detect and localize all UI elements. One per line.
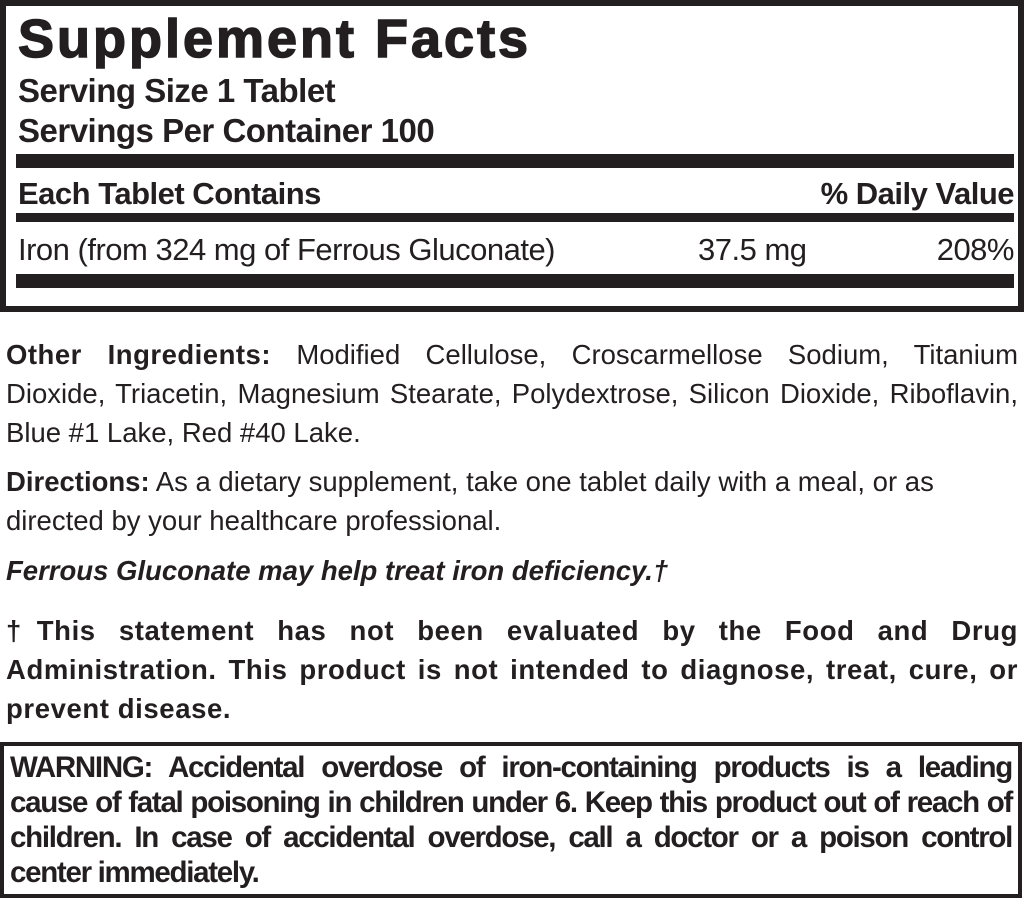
header-daily-value: % Daily Value [820, 176, 1015, 211]
nutrient-dv: 208% [936, 232, 1015, 267]
serving-size: Serving Size 1 Tablet [18, 72, 336, 109]
directions-text: As a dietary supplement, take one tablet… [6, 466, 934, 536]
nutrient-amount: 37.5 mg [698, 232, 807, 267]
warning-text: WARNING: Accidental overdose of iron-con… [10, 751, 1013, 889]
servings-per-container: Servings Per Container 100 [18, 112, 435, 149]
other-ingredients-text: Modified Cellulose, Croscarmellose Sodiu… [6, 339, 1019, 448]
directions-label: Directions: [6, 466, 150, 497]
divider-thick-bottom [16, 274, 1014, 288]
directions: Directions: As a dietary supplement, tak… [6, 462, 1018, 540]
health-claim: Ferrous Gluconate may help treat iron de… [6, 555, 669, 586]
nutrient-name: Iron (from 324 mg of Ferrous Gluconate) [18, 232, 556, 267]
warning-box: WARNING: Accidental overdose of iron-con… [0, 742, 1022, 898]
fda-disclaimer: †This statement has not been evaluated b… [6, 615, 1018, 724]
other-ingredients-label: Other Ingredients: [6, 339, 272, 370]
supplement-facts-panel: Supplement Facts Serving Size 1 Tablet S… [0, 0, 1024, 312]
divider-medium [16, 213, 1014, 222]
header-each-tablet: Each Tablet Contains [18, 176, 321, 211]
other-ingredients: Other Ingredients: Modified Cellulose, C… [6, 335, 1018, 452]
divider-thick [16, 154, 1014, 168]
panel-title: Supplement Facts [17, 8, 532, 70]
